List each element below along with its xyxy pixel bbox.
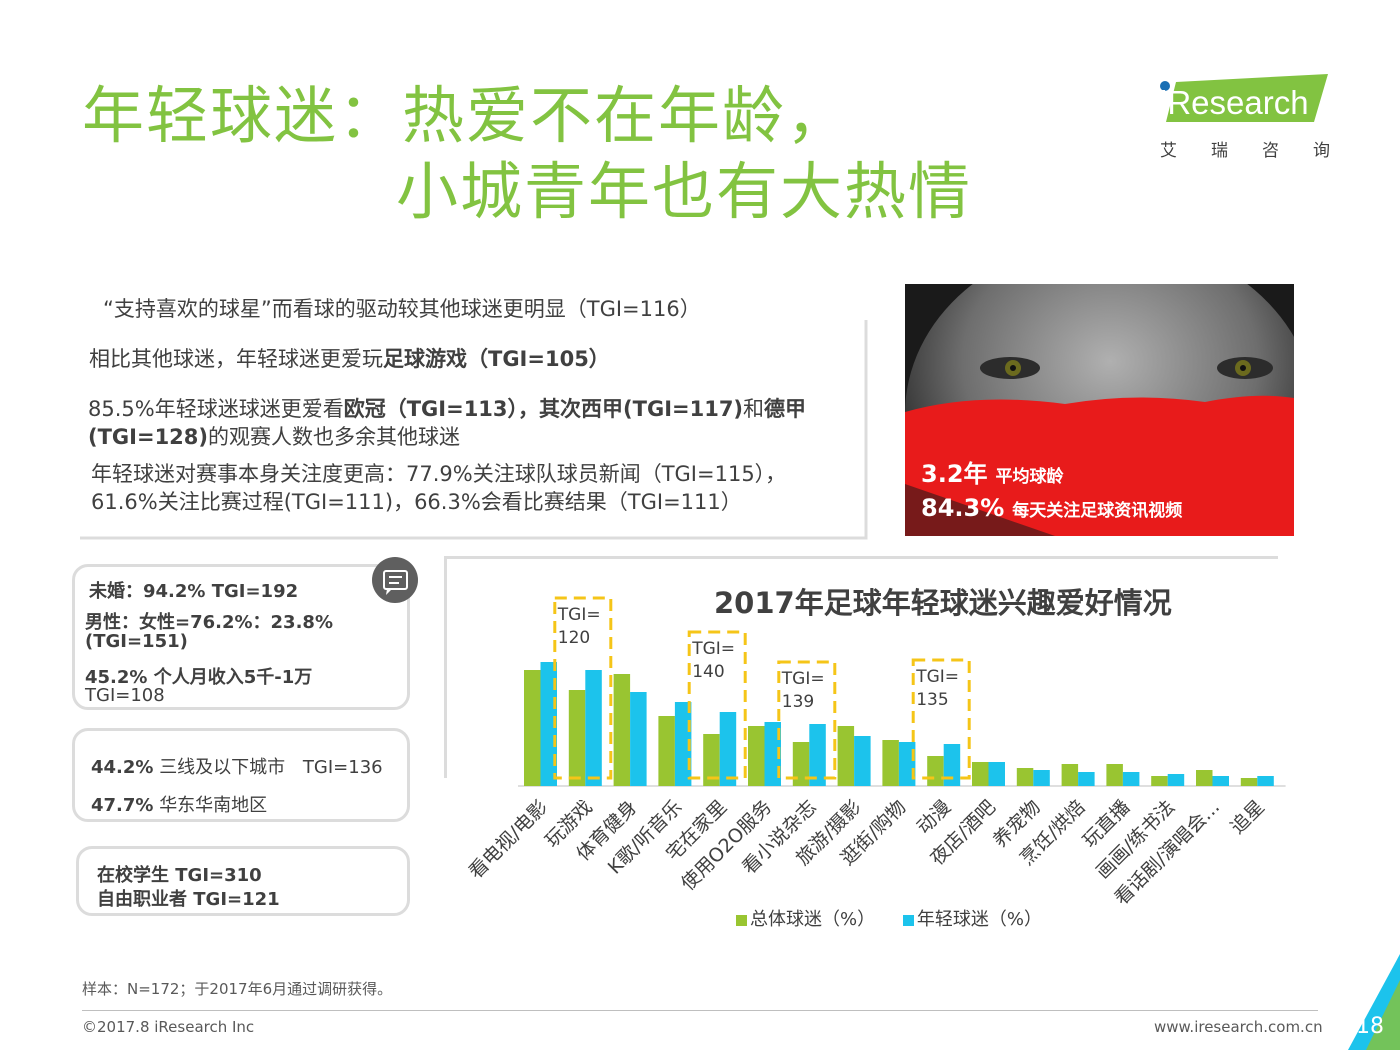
income-level: 45.2% 个人月收入5千-1万	[85, 667, 313, 688]
footer-divider	[82, 1010, 1318, 1011]
x-tick-label-0: 看电视/电影	[465, 796, 552, 883]
tgi-annotation-box-2	[777, 660, 837, 780]
bar-overall-1	[568, 690, 586, 786]
page-corner-decoration	[1348, 954, 1400, 1050]
point-event-attention: 年轻球迷对赛事本身关注度更高：77.9%关注球队球员新闻（TGI=115）， 61…	[91, 462, 787, 514]
gender-tgi: (TGI=151)	[85, 631, 188, 652]
bar-overall-9	[927, 756, 944, 786]
iresearch-logo: iResearch 艾瑞咨询	[1158, 74, 1334, 164]
tgi-annotation-box-3	[911, 658, 971, 780]
chart-frame	[444, 556, 1278, 778]
bar-young-5	[764, 722, 781, 786]
bar-overall-15	[1196, 770, 1213, 786]
profile-chat-icon	[372, 557, 418, 603]
tgi-annotation-text-2-0: TGI=	[781, 669, 825, 689]
bar-overall-4	[703, 734, 720, 786]
logo-banner-icon	[1160, 74, 1328, 122]
page-number: 18	[1356, 1014, 1384, 1039]
bar-young-9	[943, 744, 961, 786]
legend-overall: 总体球迷（%）	[736, 909, 875, 930]
interest-bar-chart: 看电视/电影玩游戏体育健身K歌/听音乐宅在家里使用O2O服务看小说杂志旅游/摄影…	[465, 596, 1286, 909]
tgi-annotation-box-0	[553, 596, 613, 780]
tgi-annotation-text-0-1: 120	[558, 628, 590, 648]
bar-young-1	[585, 670, 602, 786]
title-line-1: 年轻球迷：热爱不在年龄，	[82, 79, 851, 152]
bar-young-2	[630, 692, 647, 786]
title-line-2: 小城青年也有大热情	[396, 155, 973, 228]
tgi-annotation-text-3-0: TGI=	[915, 667, 959, 687]
website-link[interactable]: www.iresearch.com.cn	[1154, 1018, 1323, 1036]
tgi-annotation-text-3-1: 135	[916, 690, 948, 710]
point-star-driver: “支持喜欢的球星”而看球的驱动较其他球迷更明显（TGI=116）	[103, 297, 701, 321]
profile-card-basic: 未婚：94.2% TGI=192 男性：女性=76.2%：23.8% (TGI=…	[72, 564, 410, 710]
bar-overall-10	[972, 762, 989, 786]
bar-young-0	[540, 662, 557, 786]
income-tgi: TGI=108	[85, 685, 165, 706]
bar-young-10	[988, 762, 1005, 786]
profile-card-region: 44.2% 三线及以下城市 TGI=136 47.7% 华东华南地区	[72, 728, 410, 822]
logo-subtitle: 艾瑞咨询	[1160, 141, 1364, 161]
student-tgi: 在校学生 TGI=310	[97, 865, 262, 886]
bar-young-11	[1033, 770, 1050, 786]
region: 47.7% 华东华南地区	[91, 795, 268, 816]
face-illustration	[905, 284, 1294, 536]
chart-title: 2017年足球年轻球迷兴趣爱好情况	[714, 586, 1172, 620]
bar-overall-3	[658, 716, 675, 786]
bar-young-15	[1212, 776, 1229, 786]
bar-overall-14	[1151, 776, 1168, 786]
bar-young-3	[674, 702, 692, 786]
bar-young-13	[1122, 772, 1140, 786]
bar-overall-6	[792, 742, 810, 786]
page-title: 年轻球迷：热爱不在年龄， 小城青年也有大热情	[82, 78, 972, 230]
bar-young-8	[898, 742, 916, 786]
profile-card-occupation: 在校学生 TGI=310 自由职业者 TGI=121	[76, 846, 410, 916]
bar-young-16	[1257, 776, 1274, 786]
marital-status: 未婚：94.2% TGI=192	[89, 581, 299, 602]
bar-overall-8	[882, 740, 899, 786]
legend-swatch-young	[902, 914, 914, 926]
freelancer-tgi: 自由职业者 TGI=121	[97, 889, 280, 910]
copyright: ©2017.8 iResearch Inc	[82, 1018, 255, 1036]
bar-overall-16	[1240, 778, 1258, 786]
fan-face-photo: 3.2年 平均球龄 84.3% 每天关注足球资讯视频	[905, 284, 1294, 536]
x-tick-label-16: 追星	[1226, 796, 1268, 838]
bar-overall-0	[524, 670, 541, 786]
tgi-annotation-text-2-1: 139	[782, 692, 814, 712]
legend-young: 年轻球迷（%）	[902, 909, 1042, 930]
bar-young-4	[719, 712, 737, 786]
key-points: “支持喜欢的球星”而看球的驱动较其他球迷更明显（TGI=116） 相比其他球迷，…	[0, 290, 880, 540]
bar-overall-13	[1106, 764, 1123, 786]
tgi-annotation-box-1	[687, 630, 747, 780]
bar-overall-12	[1061, 764, 1079, 786]
tgi-annotation-text-1-1: 140	[692, 662, 724, 682]
bar-overall-2	[613, 674, 631, 786]
tgi-annotation-text-1-0: TGI=	[691, 639, 735, 659]
gender-ratio: 男性：女性=76.2%：23.8%	[85, 612, 333, 633]
bar-young-6	[809, 724, 826, 786]
bar-overall-5	[748, 726, 765, 786]
sample-note: 样本：N=172；于2017年6月通过调研获得。	[82, 980, 393, 998]
bar-young-7	[854, 736, 871, 786]
points-frame	[80, 320, 868, 540]
logo-word: iResearch	[1160, 84, 1309, 121]
daily-video-stat: 84.3% 每天关注足球资讯视频	[921, 494, 1183, 522]
bar-overall-7	[837, 726, 855, 786]
avg-football-age-stat: 3.2年 平均球龄	[921, 460, 1064, 488]
point-leagues: 85.5%年轻球迷球迷更爱看欧冠（TGI=113），其次西甲(TGI=117)和…	[88, 397, 807, 449]
bar-young-14	[1167, 774, 1185, 786]
point-football-games: 相比其他球迷，年轻球迷更爱玩足球游戏（TGI=105）	[89, 347, 610, 371]
bar-overall-11	[1016, 768, 1034, 786]
bar-young-12	[1078, 772, 1095, 786]
tgi-annotation-text-0-0: TGI=	[557, 605, 601, 625]
chart-legend: 总体球迷（%） 年轻球迷（%）	[736, 905, 1042, 931]
city-tier: 44.2% 三线及以下城市 TGI=136	[91, 757, 383, 778]
legend-swatch-overall	[736, 914, 747, 926]
